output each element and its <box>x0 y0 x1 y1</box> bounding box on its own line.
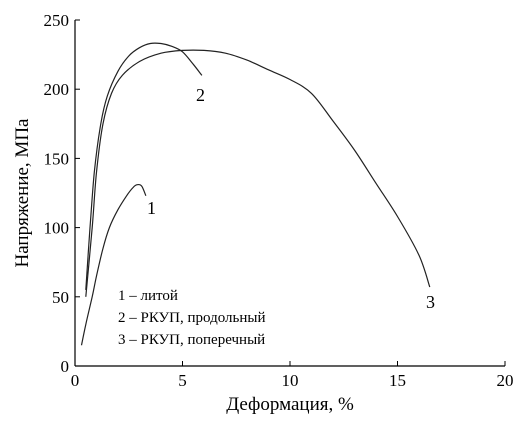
y-tick-label: 0 <box>61 357 70 376</box>
curve-series-3 <box>85 49 431 297</box>
curve-label-2: 2 <box>196 85 205 105</box>
curve-label-3: 3 <box>426 292 435 312</box>
x-tick-label: 10 <box>282 371 299 390</box>
legend-entry-1: 1 – литой <box>118 288 178 304</box>
y-tick-label: 50 <box>52 288 69 307</box>
y-tick-label: 250 <box>44 11 70 30</box>
y-tick-label: 150 <box>44 149 70 168</box>
y-tick-label: 100 <box>44 219 70 238</box>
legend: 1 – литой 2 – РКУП, продольный 3 – РКУП,… <box>118 288 266 348</box>
x-axis-title: Деформация, % <box>226 394 354 415</box>
legend-entry-3: 3 – РКУП, поперечный <box>118 332 265 348</box>
curve-series-1 <box>80 183 147 346</box>
y-ticks: 0 50 100 150 200 250 <box>44 11 80 376</box>
y-axis-title: Напряжение, МПа <box>12 118 33 268</box>
x-ticks: 0 5 10 15 20 <box>71 361 514 390</box>
x-tick-label: 5 <box>178 371 187 390</box>
curve-series-2 <box>85 42 203 290</box>
curve-label-1: 1 <box>147 198 156 218</box>
curves <box>80 42 431 346</box>
y-tick-label: 200 <box>44 80 70 99</box>
x-tick-label: 0 <box>71 371 80 390</box>
x-tick-label: 20 <box>497 371 514 390</box>
legend-entry-2: 2 – РКУП, продольный <box>118 310 266 326</box>
x-tick-label: 15 <box>389 371 406 390</box>
